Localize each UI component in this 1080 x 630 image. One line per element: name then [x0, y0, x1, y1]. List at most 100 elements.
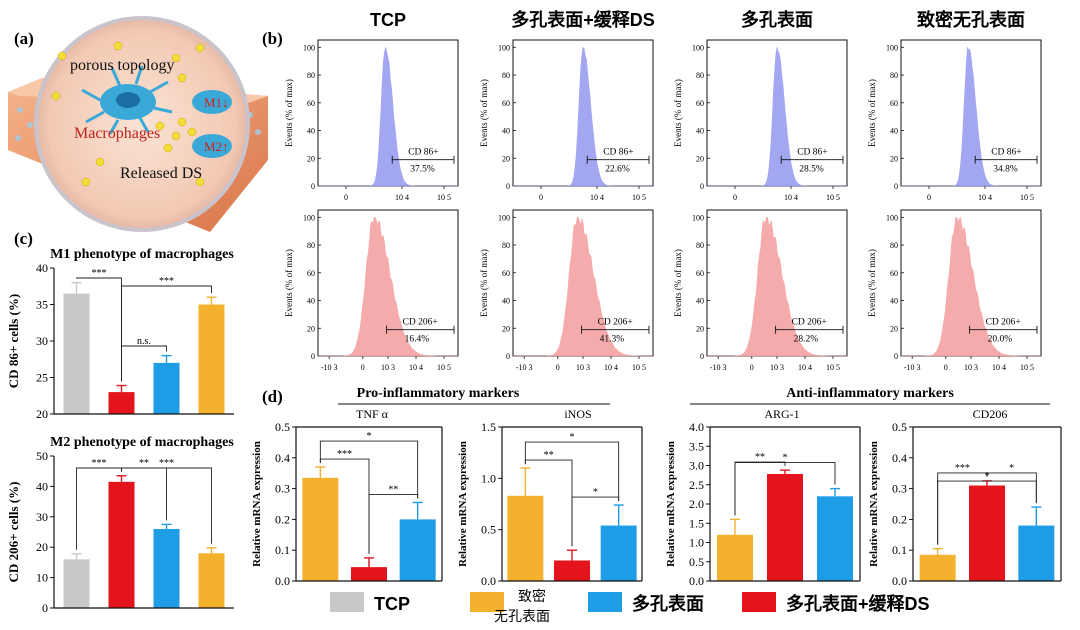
- legend-label: 多孔表面+缓释DS: [786, 593, 930, 614]
- flow-gate-marker-label: CD 86+: [991, 148, 1021, 158]
- flow-y-tick-label: 40: [890, 297, 898, 306]
- flow-x-tick-label: 10 4: [409, 363, 423, 372]
- flow-y-tick-label: 40: [696, 297, 704, 306]
- significance-label: ***: [92, 458, 107, 469]
- flow-y-tick-label: 20: [307, 324, 315, 333]
- flow-y-tick-label: 0: [311, 182, 315, 191]
- bar: [153, 362, 180, 414]
- flow-x-tick-label: -10 3: [904, 363, 921, 372]
- m1-label: M1↓: [204, 95, 229, 110]
- bar: [717, 534, 753, 581]
- flow-x-tick-label: 10 5: [826, 193, 840, 202]
- flow-x-tick-label: 10 3: [770, 363, 784, 372]
- m2-badge: [192, 134, 232, 158]
- flow-gate-marker-label: CD 86+: [797, 148, 827, 158]
- significance-label: **: [544, 450, 554, 461]
- flow-x-tick-label: 10 4: [395, 193, 409, 202]
- bar: [399, 519, 436, 581]
- flow-gate-percent: 41.3%: [600, 335, 625, 345]
- significance-label: **: [755, 452, 765, 463]
- y-tick-label: 1.0: [481, 471, 496, 485]
- illustration-panel-a: M1↓ M2↑ porous topology Macrophages Rele…: [8, 16, 268, 232]
- panel-label-b: (b): [262, 29, 283, 48]
- flow-x-tick-label: 10 5: [437, 193, 451, 202]
- flow-gate-percent: 34.8%: [993, 165, 1018, 175]
- chart-title: iNOS: [564, 407, 591, 421]
- flow-y-tick-label: 0: [894, 352, 898, 361]
- flow-y-tick-label: 100: [886, 213, 898, 222]
- m1-badge: [192, 90, 232, 114]
- y-tick-label: 1.5: [689, 516, 704, 530]
- flow-y-tick-label: 0: [506, 352, 510, 361]
- flow-y-axis-label: Events (% of max): [284, 249, 294, 317]
- significance-label: *: [1009, 463, 1014, 474]
- bar: [108, 481, 135, 608]
- significance-bracket: [319, 440, 419, 499]
- flow-gate-marker-label: CD 206+: [792, 318, 827, 328]
- y-tick-label: 20: [36, 407, 48, 421]
- flow-x-tick-label: 10 3: [381, 363, 395, 372]
- significance-label: ***: [955, 463, 970, 474]
- legend-swatch: [742, 592, 776, 612]
- y-tick-label: 25: [36, 371, 48, 385]
- flow-y-axis-label: Events (% of max): [673, 249, 683, 317]
- y-tick-label: 0.4: [892, 451, 907, 465]
- significance-bracket: [734, 462, 836, 516]
- significance-bracket: [937, 480, 1037, 545]
- flow-y-tick-label: 40: [307, 297, 315, 306]
- flow-y-axis-label: Events (% of max): [867, 79, 877, 147]
- y-tick-label: 50: [36, 449, 48, 463]
- significance-bracket: [524, 441, 620, 502]
- significance-label: *: [985, 471, 990, 482]
- flow-x-tick-label: 10 4: [784, 193, 798, 202]
- y-tick-label: 40: [36, 479, 48, 493]
- flow-y-tick-label: 100: [498, 43, 510, 52]
- flow-gate-marker-label: CD 206+: [986, 318, 1021, 328]
- flow-x-tick-label: 0: [944, 363, 948, 372]
- y-tick-label: 30: [36, 510, 48, 524]
- flow-y-tick-label: 100: [692, 43, 704, 52]
- flow-x-tick-label: 0: [361, 363, 365, 372]
- flow-histogram: [513, 46, 653, 187]
- bar: [198, 304, 225, 414]
- flow-gate-percent: 28.2%: [794, 335, 819, 345]
- bar: [63, 293, 90, 414]
- flow-gate-percent: 20.0%: [988, 335, 1013, 345]
- flow-x-tick-label: 0: [733, 193, 737, 202]
- flow-y-tick-label: 40: [696, 127, 704, 136]
- significance-label: *: [367, 431, 372, 442]
- panel-label-c: (c): [14, 229, 33, 248]
- flow-x-tick-label: 10 4: [978, 193, 992, 202]
- significance-label: *: [570, 432, 575, 443]
- flow-x-tick-label: 10 4: [798, 363, 812, 372]
- y-tick-label: 0.2: [892, 512, 907, 526]
- significance-label: ***: [92, 268, 107, 279]
- chart-y-axis-label: Relative mRNA expression: [665, 441, 677, 567]
- flow-y-tick-label: 0: [311, 352, 315, 361]
- flow-y-axis-label: Events (% of max): [867, 249, 877, 317]
- bar: [63, 559, 90, 608]
- flow-y-tick-label: 60: [307, 99, 315, 108]
- significance-bracket: [121, 285, 212, 382]
- y-tick-label: 10: [36, 571, 48, 585]
- flow-y-tick-label: 60: [890, 269, 898, 278]
- macrophages-label: Macrophages: [74, 125, 160, 142]
- y-tick-label: 0.1: [275, 543, 290, 557]
- flow-column-title: 致密无孔表面: [917, 9, 1025, 30]
- y-tick-label: 2.5: [689, 478, 704, 492]
- flow-x-tick-label: 10 5: [632, 193, 646, 202]
- significance-bracket: [121, 467, 212, 544]
- y-tick-label: 0.5: [689, 555, 704, 569]
- flow-histogram: [901, 216, 1041, 357]
- flow-x-tick-label: 0: [927, 193, 931, 202]
- chart-title: M2 phenotype of macrophages: [50, 435, 234, 450]
- anti-inflammatory-header: Anti-inflammatory markers: [786, 386, 954, 401]
- chart-y-axis-label: Relative mRNA expression: [868, 441, 880, 567]
- flow-y-tick-label: 100: [303, 43, 315, 52]
- flow-gate-percent: 37.5%: [410, 165, 435, 175]
- chart-y-axis-label: CD 86+ cells (%): [6, 294, 21, 388]
- y-tick-label: 0.5: [481, 523, 496, 537]
- y-tick-label: 0.1: [892, 543, 907, 557]
- bar: [153, 528, 180, 608]
- flow-gate-marker-label: CD 206+: [403, 318, 438, 328]
